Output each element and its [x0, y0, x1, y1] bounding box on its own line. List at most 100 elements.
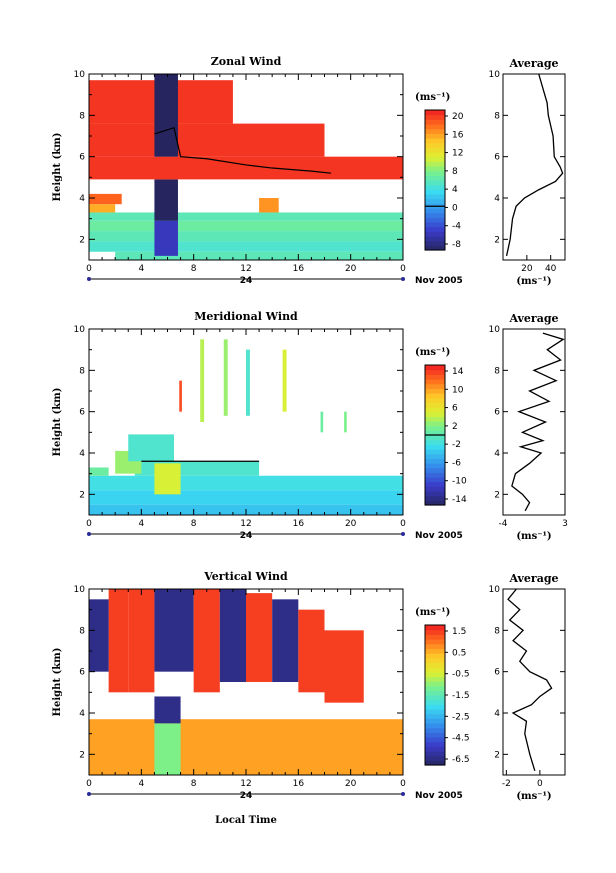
heatmap [89, 589, 403, 775]
heatmap-cell [298, 609, 325, 693]
colorbar-tick-label: 10 [452, 385, 464, 395]
heatmap-cell [89, 156, 403, 180]
colorbar-segment [425, 236, 445, 242]
colorbar-segment [425, 732, 445, 738]
colorbar-tick-label: -4.5 [452, 734, 470, 744]
average-x-tick-label: 40 [545, 264, 557, 274]
day-label: 24 [240, 791, 253, 801]
x-tick-label: 0 [86, 779, 92, 789]
heatmap-cell [89, 719, 403, 775]
heatmap-cell [219, 589, 246, 682]
colorbar-tick-label: 6 [452, 404, 458, 414]
y-tick-label: 4 [79, 449, 85, 459]
average-panel: Average 2 4 6 8 10 -4 3 (ms⁻¹) [489, 312, 568, 542]
heatmap-cell [154, 463, 181, 495]
x-tick-label: 16 [293, 264, 305, 274]
colorbar-tick-label: 16 [452, 130, 464, 140]
colorbar-tick-label: 0.5 [452, 648, 466, 658]
colorbar-segment [425, 760, 445, 766]
average-x-label: (ms⁻¹) [516, 791, 551, 802]
heatmap-cell [89, 204, 116, 213]
colorbar-segment [425, 166, 445, 172]
y-tick-label: 6 [79, 408, 85, 418]
date-label: Nov 2005 [415, 531, 463, 541]
heatmap-cell [134, 461, 260, 476]
day-label: 24 [240, 531, 253, 541]
colorbar-segment [425, 491, 445, 497]
colorbar-segment [425, 500, 445, 506]
colorbar-tick-label: 12 [452, 149, 463, 159]
heatmap-cell [89, 241, 403, 252]
average-x-label: (ms⁻¹) [516, 276, 551, 287]
y-tick-label: 8 [79, 111, 85, 121]
colorbar-segment [425, 755, 445, 761]
colorbar-segment [425, 634, 445, 640]
colorbar-segment [425, 208, 445, 214]
average-frame [502, 73, 566, 261]
colorbar-segment [425, 671, 445, 677]
colorbar-segment [425, 128, 445, 134]
colorbar: -8 -4 0 4 8 12 16 20(ms⁻¹) [415, 92, 464, 251]
colorbar-segment [425, 175, 445, 181]
heatmap-cell [154, 589, 194, 672]
colorbar-segment [425, 407, 445, 413]
heatmap-cell [89, 467, 109, 476]
colorbar-unit: (ms⁻¹) [415, 347, 450, 358]
heatmap-cell [89, 220, 403, 232]
colorbar-segment [425, 124, 445, 130]
average-frame [502, 588, 566, 776]
x-tick-label: 0 [400, 264, 406, 274]
colorbar-tick-label: -10 [452, 477, 467, 487]
heatmap-cell [246, 349, 250, 416]
colorbar-segment [425, 681, 445, 687]
colorbar-segment [425, 430, 445, 436]
day-axis-end [401, 277, 405, 281]
colorbar-segment [425, 397, 445, 403]
average-x-label: (ms⁻¹) [516, 531, 551, 542]
colorbar-segment [425, 240, 445, 246]
average-title: Average [508, 57, 558, 70]
colorbar-segment [425, 727, 445, 733]
heatmap-cell [154, 220, 178, 256]
colorbar-tick-label: -2.5 [452, 712, 470, 722]
colorbar-segment [425, 737, 445, 743]
colorbar-segment [425, 217, 445, 223]
y-tick-label: 6 [79, 668, 85, 678]
colorbar-segment [425, 481, 445, 487]
heatmap-cell [200, 339, 205, 422]
colorbar: -6.5 -4.5 -2.5 -1.5 -0.5 0.5 1.5(ms⁻¹) [415, 607, 470, 766]
heatmap-cell [89, 212, 403, 221]
colorbar-segment [425, 119, 445, 125]
y-tick-label: 10 [74, 585, 86, 595]
heatmap-cell [154, 74, 178, 157]
colorbar-tick-label: 0 [452, 203, 458, 213]
average-frame [502, 328, 566, 516]
x-tick-label: 12 [240, 519, 251, 529]
heatmap-cell [320, 411, 324, 433]
contour-line [154, 126, 332, 174]
x-tick-label: 0 [400, 779, 406, 789]
heatmap-cell [282, 349, 287, 412]
colorbar-tick-label: 8 [452, 167, 458, 177]
colorbar-segment [425, 152, 445, 158]
day-axis-end [87, 532, 91, 536]
colorbar-segment [425, 393, 445, 399]
colorbar-segment [425, 383, 445, 389]
colorbar-segment [425, 676, 445, 682]
average-x-tick-label: 3 [562, 519, 568, 529]
colorbar-tick-label: -8 [452, 240, 461, 250]
colorbar-unit: (ms⁻¹) [415, 92, 450, 103]
average-y-tick-label: 6 [494, 153, 500, 163]
heatmap-cell [128, 589, 155, 693]
heatmap-cell [89, 475, 403, 491]
average-panel: Average 2 4 6 8 10 -2 0 (ms⁻¹) [489, 572, 566, 802]
colorbar-segment [425, 133, 445, 139]
x-tick-label: 20 [345, 264, 357, 274]
average-y-tick-label: 4 [494, 709, 500, 719]
colorbar-segment [425, 161, 445, 167]
y-tick-label: 6 [79, 153, 85, 163]
colorbar-segment [425, 365, 445, 371]
average-y-tick-label: 8 [494, 111, 500, 121]
colorbar-segment [425, 718, 445, 724]
